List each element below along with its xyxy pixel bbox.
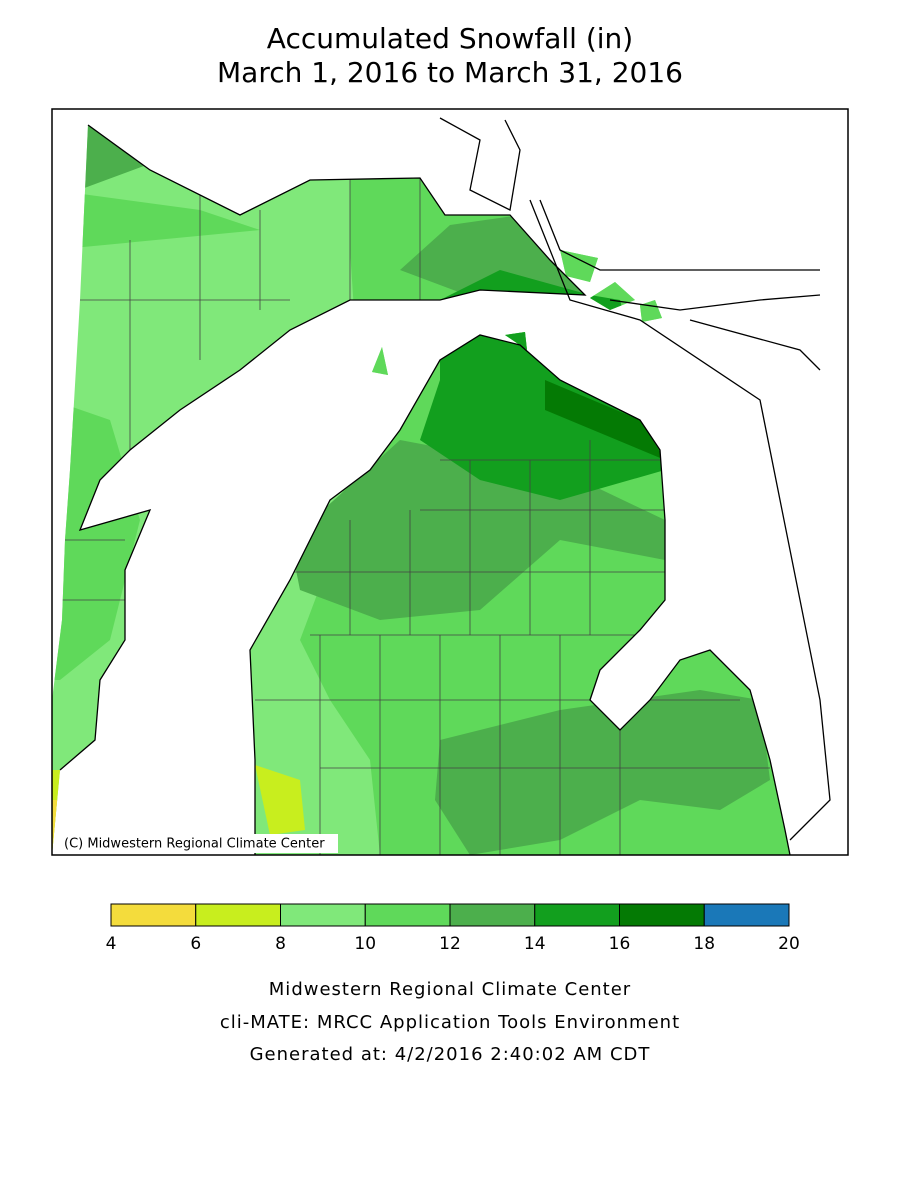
snowfall-map (52, 125, 790, 855)
legend-swatch (110, 903, 197, 927)
title: Accumulated Snowfall (in) (267, 22, 633, 55)
copyright-box (58, 834, 338, 853)
legend-tick-label: 16 (609, 934, 631, 954)
legend-swatch (280, 903, 366, 927)
footer-line: Generated at: 4/2/2016 2:40:02 AM CDT (250, 1044, 651, 1065)
legend-tick-label: 12 (439, 934, 461, 954)
legend-tick-label: 10 (354, 934, 376, 954)
legend-tick-label: 4 (106, 934, 117, 954)
footer-line: cli-MATE: MRCC Application Tools Environ… (220, 1012, 680, 1033)
legend-tick-label: 18 (693, 934, 715, 954)
legend-tick-label: 6 (190, 934, 201, 954)
legend-swatch (703, 903, 790, 927)
legend: 4 6 8 10 12 14 16 18 20 (106, 903, 800, 954)
legend-swatch (619, 903, 705, 927)
legend-tick-label: 8 (275, 934, 286, 954)
coastline (59, 117, 831, 856)
subtitle: March 1, 2016 to March 31, 2016 (217, 56, 683, 89)
legend-swatch (449, 903, 536, 927)
map-frame (51, 108, 849, 856)
legend-tick-label: 14 (524, 934, 546, 954)
legend-swatch (364, 903, 451, 927)
copyright: (C) Midwestern Regional Climate Center (64, 837, 325, 852)
footer-line: Midwestern Regional Climate Center (269, 979, 631, 1000)
legend-tick-label: 20 (778, 934, 800, 954)
legend-swatch (534, 903, 620, 927)
legend-swatch (195, 903, 281, 927)
